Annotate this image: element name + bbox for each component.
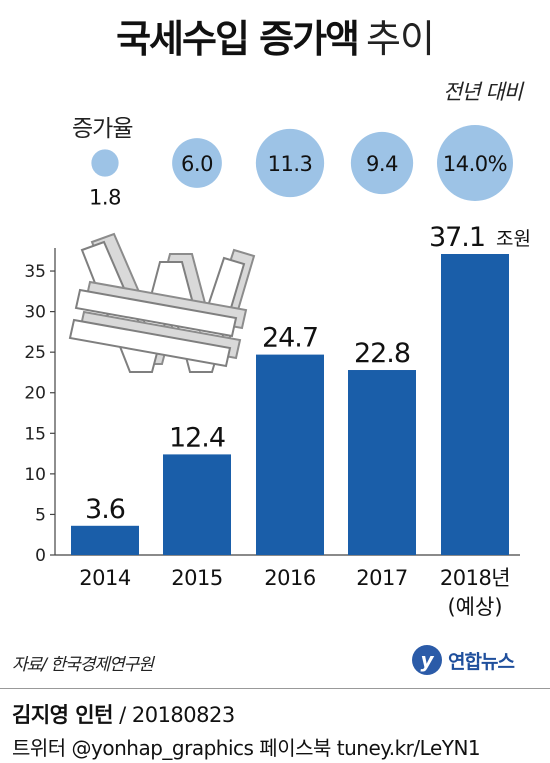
growth-value-label: 14.0%: [443, 152, 507, 176]
title-main: 국세수입 증가액: [116, 17, 360, 61]
value-label: 3.6: [85, 494, 125, 525]
y-axis: 0 5 10 15 20 25 30 35: [24, 248, 520, 566]
unit-label: 조원: [496, 228, 531, 250]
y-tick-label: 10: [24, 465, 46, 485]
y-tick-label: 20: [24, 384, 46, 404]
growth-value-label: 6.0: [181, 152, 213, 176]
data-labels: 3.6 12.4 24.7 22.8 37.1 조원: [85, 222, 531, 525]
bar: [348, 370, 416, 555]
bar: [163, 454, 231, 555]
growth-value-label: 9.4: [366, 152, 398, 176]
growth-bubble: [255, 128, 325, 198]
y-tick-label: 0: [35, 546, 46, 566]
x-tick-label: 2017: [356, 566, 407, 590]
title-sub: 추이: [366, 17, 435, 61]
logo-mark-icon: y: [412, 645, 442, 675]
publish-date: / 20180823: [112, 703, 235, 727]
growth-bubble: [437, 125, 513, 201]
credit-line: 김지영 인턴 / 20180823: [12, 699, 235, 729]
growth-bubble: [172, 138, 222, 188]
growth-rate-label: 증가율: [72, 116, 133, 142]
growth-bubbles: 1.8 6.0 11.3 9.4 14.0%: [89, 125, 513, 210]
footer-divider: [0, 688, 550, 689]
growth-bubble: [350, 131, 414, 195]
x-tick-label: 2015: [171, 566, 222, 590]
growth-bubble: [91, 149, 119, 177]
won-face-part: [74, 288, 238, 338]
won-face-part: [68, 318, 232, 368]
value-label: 37.1: [429, 222, 485, 253]
won-sign-icon: [68, 232, 256, 373]
yonhap-logo: y 연합뉴스: [412, 645, 542, 675]
y-tick-label: 5: [35, 505, 46, 525]
y-tick-label: 35: [24, 262, 46, 282]
bars: [71, 254, 509, 555]
x-tick-label: 2018년: [440, 566, 510, 590]
compare-label: 전년 대비: [443, 80, 523, 104]
y-tick-label: 30: [24, 303, 46, 323]
author: 김지영 인턴: [12, 703, 113, 727]
x-axis-labels: 2014 2015 2016 2017 2018년 (예상): [79, 566, 510, 619]
value-label: 24.7: [262, 323, 318, 354]
growth-value-label: 1.8: [89, 186, 121, 210]
x-tick-label: 2014: [79, 566, 131, 590]
logo-name: 연합뉴스: [448, 651, 515, 673]
x-tick-note: (예상): [447, 595, 502, 619]
growth-value-label: 11.3: [268, 152, 313, 176]
y-tick-label: 15: [24, 424, 46, 444]
social-links: 트위터 @yonhap_graphics 페이스북 tuney.kr/LeYN1: [12, 736, 481, 760]
x-tick-label: 2016: [264, 566, 316, 590]
source-note: 자료/ 한국경제연구원: [12, 655, 154, 675]
value-label: 22.8: [354, 338, 410, 369]
bar: [441, 254, 509, 555]
chart-title: 국세수입 증가액 추이: [0, 8, 550, 63]
bar: [71, 525, 139, 555]
y-tick-label: 25: [24, 343, 46, 363]
bar-chart: 0 5 10 15 20 25 30 35 1.8 6.0 11.3 9.4 14.0% 3.6 12.…: [24, 125, 531, 619]
bar: [256, 354, 324, 555]
value-label: 12.4: [169, 422, 225, 453]
